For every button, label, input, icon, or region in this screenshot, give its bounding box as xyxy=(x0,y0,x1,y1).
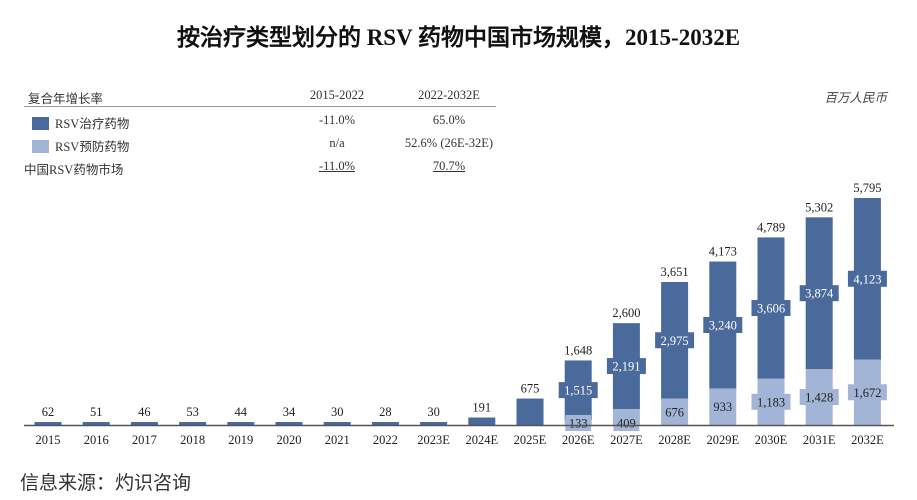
cagr-row-treatment: RSV治疗药物 -11.0% 65.0% xyxy=(24,111,496,134)
source-note: 信息来源：灼识咨询 xyxy=(20,472,192,494)
data-label-box xyxy=(799,389,839,406)
x-tick-label: 2015 xyxy=(36,433,61,447)
x-tick-label: 2027E xyxy=(610,433,643,447)
total-value-label: 675 xyxy=(521,382,540,396)
cagr-total-p1: -11.0% xyxy=(319,159,355,173)
x-tick-label: 2023E xyxy=(417,433,450,447)
chart-title: 按治疗类型划分的 RSV 药物中国市场规模，2015-2032E xyxy=(176,25,741,50)
total-value-label: 46 xyxy=(138,405,151,419)
data-label-box xyxy=(606,358,646,375)
legend-label-prevention: RSV预防药物 xyxy=(55,140,130,154)
bar-segment-treatment xyxy=(82,422,110,425)
data-label-box xyxy=(751,393,791,410)
data-label-box xyxy=(751,300,791,317)
data-label-box xyxy=(565,415,592,431)
total-value-label: 5,795 xyxy=(853,181,881,195)
segment-value-label: 2,975 xyxy=(661,334,689,348)
bar-segment-treatment xyxy=(227,422,255,425)
legend-swatch-treatment xyxy=(32,117,49,130)
total-value-label: 191 xyxy=(472,401,491,415)
cagr-header-label: 复合年增长率 xyxy=(28,92,104,106)
cagr-header-period-1: 2015-2022 xyxy=(309,88,365,102)
stacked-bar-chart: 62 2015 51 2016 46 2017 53 2018 44 2019 34 2020 30 20… xyxy=(24,181,894,447)
total-value-label: 44 xyxy=(235,405,248,419)
x-tick-label: 2032E xyxy=(851,433,884,447)
segment-value-label: 933 xyxy=(713,400,732,414)
total-value-label: 62 xyxy=(42,405,55,419)
segment-value-label: 3,240 xyxy=(709,318,737,332)
cagr-row-prevention: RSV预防药物 n/a 52.6% (26E-32E) xyxy=(24,134,496,157)
cagr-treatment-p1: -11.0% xyxy=(319,113,355,127)
x-tick-label: 2021 xyxy=(325,433,350,447)
cagr-treatment-p2: 65.0% xyxy=(432,113,466,127)
bar-segment-treatment xyxy=(468,417,496,425)
segment-value-label: 3,874 xyxy=(805,287,834,301)
total-value-label: 28 xyxy=(379,405,392,419)
bar-segment-treatment xyxy=(34,422,62,425)
cagr-prevention-p2: 52.6% (26E-32E) xyxy=(404,136,494,150)
total-value-label: 53 xyxy=(186,405,199,419)
total-value-label: 30 xyxy=(427,405,440,419)
cagr-header-row: 复合年增长率 2015-2022 2022-2032E xyxy=(24,86,496,107)
segment-value-label: 409 xyxy=(617,417,636,431)
total-value-label: 4,173 xyxy=(709,245,737,259)
x-tick-label: 2018 xyxy=(180,433,205,447)
total-value-label: 2,600 xyxy=(612,306,640,320)
x-tick-label: 2019 xyxy=(228,433,253,447)
data-label-box xyxy=(703,316,743,333)
x-tick-label: 2025E xyxy=(514,433,547,447)
x-tick-label: 2031E xyxy=(803,433,836,447)
bar-segment-treatment xyxy=(275,422,303,425)
data-label-box xyxy=(709,398,736,415)
x-tick-label: 2029E xyxy=(706,433,739,447)
cagr-total-p2: 70.7% xyxy=(432,159,466,173)
x-tick-label: 2026E xyxy=(562,433,595,447)
data-label-box xyxy=(799,285,839,302)
cagr-prevention-p1: n/a xyxy=(329,136,345,150)
total-value-label: 34 xyxy=(283,405,296,419)
x-tick-label: 2028E xyxy=(658,433,691,447)
cagr-row-total: 中国RSV药物市场 -11.0% 70.7% xyxy=(24,157,496,180)
data-label-box xyxy=(661,403,688,420)
x-tick-label: 2022 xyxy=(373,433,398,447)
total-value-label: 30 xyxy=(331,405,344,419)
bar-segment-treatment xyxy=(323,422,351,425)
segment-value-label: 1,428 xyxy=(805,391,833,405)
data-label-box xyxy=(558,382,598,399)
total-value-label: 51 xyxy=(90,405,103,419)
cagr-header-period-2: 2022-2032E xyxy=(418,88,480,102)
bar-segment-treatment xyxy=(420,422,448,425)
total-value-label: 1,648 xyxy=(564,343,592,357)
segment-value-label: 133 xyxy=(569,417,588,431)
x-tick-label: 2017 xyxy=(132,433,157,447)
segment-value-label: 1,183 xyxy=(757,395,785,409)
x-tick-label: 2024E xyxy=(465,433,498,447)
segment-value-label: 4,123 xyxy=(853,272,881,286)
cagr-total-label: 中国RSV药物市场 xyxy=(24,163,124,177)
total-value-label: 5,302 xyxy=(805,200,833,214)
x-tick-label: 2020 xyxy=(277,433,302,447)
unit-label: 百万人民币 xyxy=(824,91,887,105)
data-label-box xyxy=(655,332,695,349)
bar-segment-treatment xyxy=(179,422,207,425)
x-tick-label: 2030E xyxy=(755,433,788,447)
segment-value-label: 676 xyxy=(665,405,684,419)
x-tick-label: 2016 xyxy=(84,433,109,447)
legend-label-treatment: RSV治疗药物 xyxy=(55,117,130,131)
segment-value-label: 1,672 xyxy=(853,386,881,400)
legend-swatch-prevention xyxy=(32,140,49,153)
total-value-label: 3,651 xyxy=(661,265,689,279)
bar-segment-treatment xyxy=(130,422,158,425)
cagr-table: 复合年增长率 2015-2022 2022-2032E RSV治疗药物 -11.… xyxy=(24,86,496,180)
data-label-box xyxy=(847,270,887,287)
data-label-box xyxy=(847,384,887,401)
data-label-box xyxy=(613,415,640,431)
bar-segment-treatment xyxy=(371,422,399,425)
total-value-label: 4,789 xyxy=(757,220,785,234)
segment-value-label: 1,515 xyxy=(564,384,592,398)
segment-value-label: 2,191 xyxy=(612,360,640,374)
segment-value-label: 3,606 xyxy=(757,302,785,316)
bar-segment-treatment xyxy=(516,398,544,425)
